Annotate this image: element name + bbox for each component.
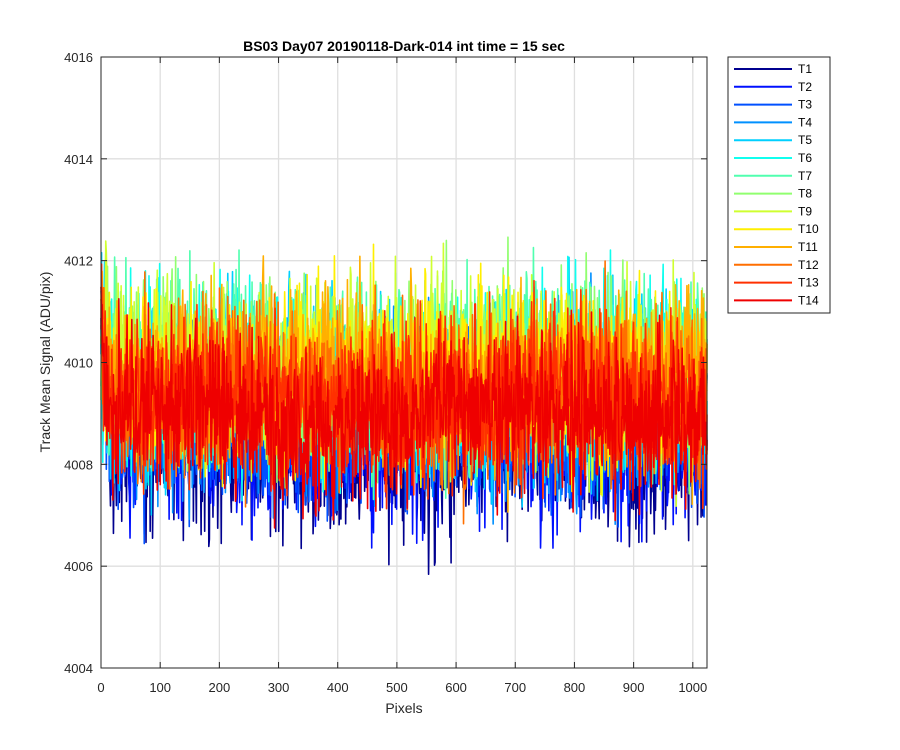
x-tick-label: 100 [149,680,171,695]
legend-label-t5: T5 [798,133,812,147]
x-tick-label: 400 [327,680,349,695]
series-line-t14 [100,286,708,529]
legend-label-t10: T10 [798,222,819,236]
legend-label-t9: T9 [798,204,812,218]
x-tick-label: 900 [623,680,645,695]
x-tick-label: 800 [564,680,586,695]
y-tick-label: 4016 [64,50,93,65]
x-tick-label: 1000 [678,680,707,695]
x-tick-label: 200 [209,680,231,695]
legend-label-t8: T8 [798,187,812,201]
x-tick-label: 500 [386,680,408,695]
x-tick-label: 600 [445,680,467,695]
y-tick-label: 4012 [64,254,93,269]
legend-label-t2: T2 [798,80,812,94]
legend: T1 T2 T3 T4 T5 T6 T7 T8 T9 T10 T11 T12 T13 T14 [727,56,831,314]
y-axis-label: Track Mean Signal (ADU/pix) [37,272,53,453]
legend-label-t1: T1 [798,62,812,76]
legend-label-t3: T3 [798,98,812,112]
y-tick-label: 4014 [64,152,93,167]
legend-box [727,56,831,314]
x-tick-label: 700 [504,680,526,695]
legend-label-t7: T7 [798,169,812,183]
chart-title: BS03 Day07 20190118-Dark-014 int time = … [243,38,565,54]
y-tick-label: 4004 [64,661,93,676]
x-axis-label: Pixels [385,700,422,716]
x-axis-ticks: 0 100 200 300 400 500 600 700 800 900 1000 [97,57,707,695]
y-axis-ticks: 4004 4006 4008 4010 4012 4014 4016 [64,50,707,676]
legend-label-t13: T13 [798,276,819,290]
legend-label-t4: T4 [798,115,812,129]
y-tick-label: 4010 [64,356,93,371]
y-tick-label: 4006 [64,559,93,574]
x-tick-label: 0 [97,680,104,695]
legend-label-t12: T12 [798,258,819,272]
legend-label-t14: T14 [798,293,819,307]
y-tick-label: 4008 [64,457,93,472]
legend-label-t11: T11 [798,240,818,254]
x-tick-label: 300 [268,680,290,695]
data-series [100,236,708,576]
legend-label-t6: T6 [798,151,812,165]
